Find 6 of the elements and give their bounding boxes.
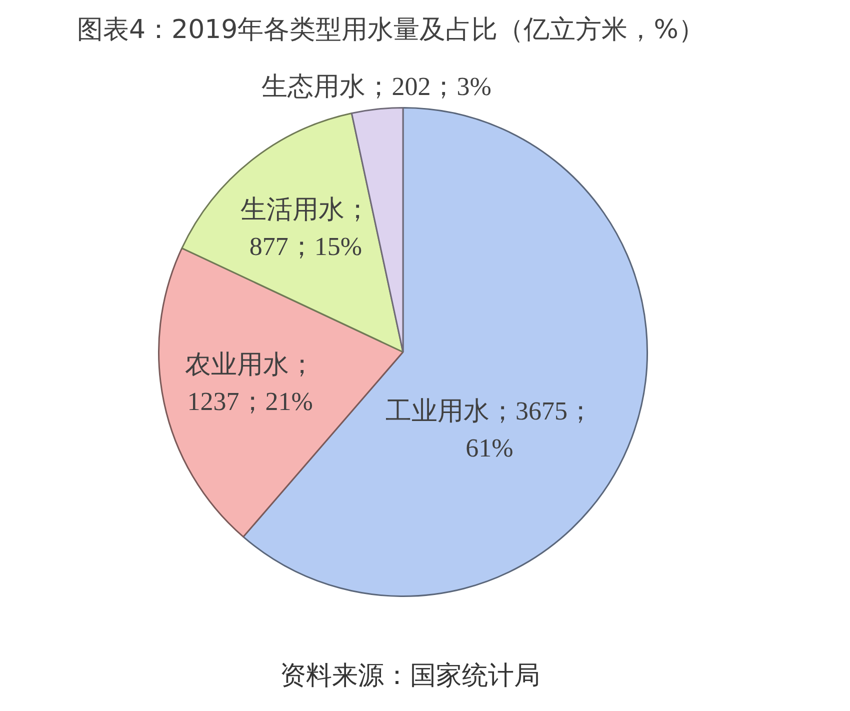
data-label: 生活用水；877；15% [240, 194, 371, 261]
data-label: 生态用水；202；3% [262, 72, 492, 101]
data-label: 工业用水；3675；61% [385, 396, 594, 463]
text: 资料来源：国家统计局 [280, 660, 540, 691]
data-label: 农业用水；1237；21% [185, 350, 316, 416]
chart-title: 图表4：2019年各类型用水量及占比（亿立方米，%） [77, 14, 704, 45]
